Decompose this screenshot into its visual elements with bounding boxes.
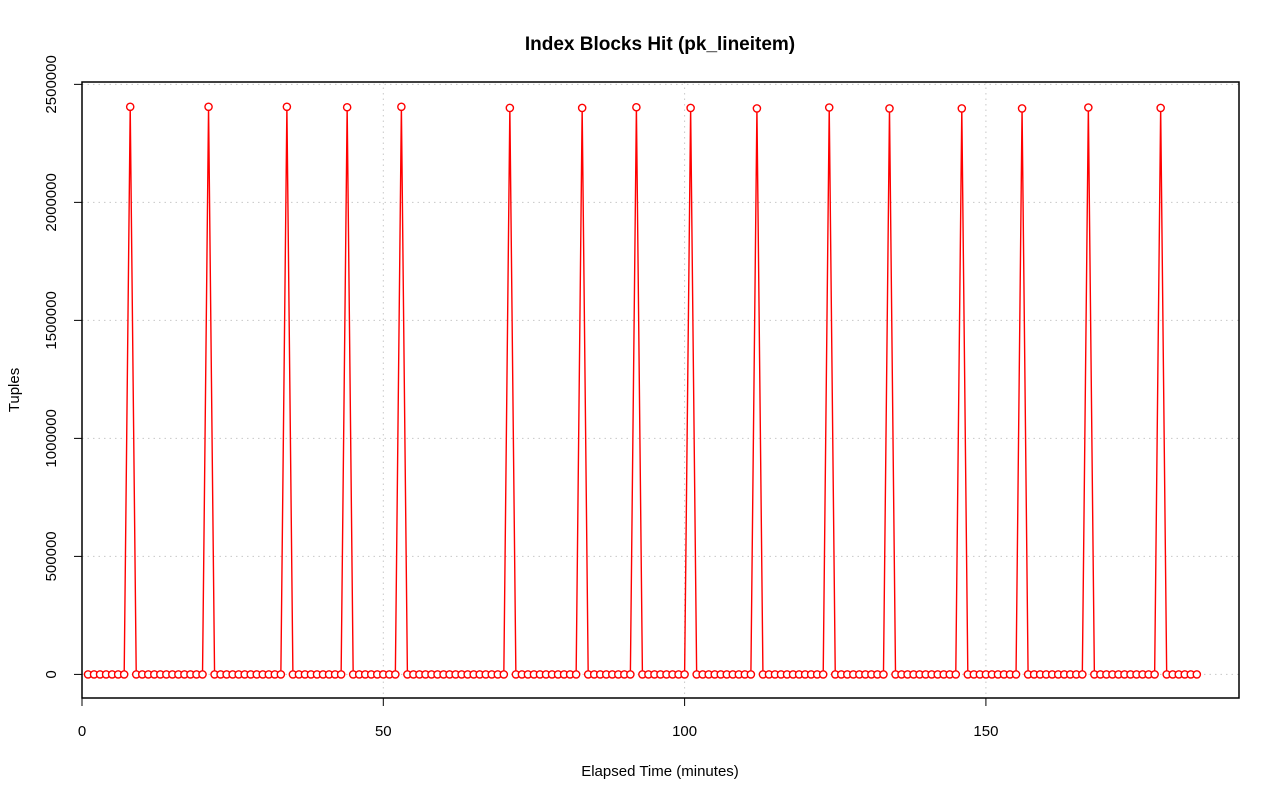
x-tick-label: 50 bbox=[375, 723, 392, 740]
data-point bbox=[680, 670, 689, 679]
data-point bbox=[686, 103, 695, 113]
data-point bbox=[1150, 670, 1159, 679]
data-point bbox=[1017, 104, 1027, 113]
y-tick-label: 2000000 bbox=[43, 173, 60, 231]
data-point bbox=[125, 102, 135, 112]
data-point bbox=[282, 102, 292, 112]
data-point bbox=[1078, 670, 1087, 679]
y-tick-label: 2500000 bbox=[43, 55, 60, 113]
data-point bbox=[276, 670, 286, 679]
x-tick-label: 150 bbox=[973, 723, 998, 740]
data-point bbox=[879, 670, 888, 679]
data-point bbox=[824, 103, 834, 112]
data-point bbox=[746, 670, 756, 679]
data-point bbox=[119, 670, 129, 679]
data-point bbox=[1192, 670, 1202, 679]
data-point bbox=[499, 670, 509, 679]
data-point bbox=[198, 670, 207, 679]
data-point bbox=[1011, 670, 1021, 679]
data-point bbox=[885, 104, 894, 113]
y-tick-label: 0 bbox=[43, 670, 60, 678]
data-point bbox=[505, 103, 515, 113]
y-tick-label: 1000000 bbox=[43, 409, 60, 467]
data-point bbox=[571, 670, 581, 679]
y-tick-label: 1500000 bbox=[43, 291, 60, 349]
data-point bbox=[342, 102, 352, 112]
x-axis-label: Elapsed Time (minutes) bbox=[581, 763, 739, 780]
data-point bbox=[957, 104, 967, 113]
y-tick-label: 500000 bbox=[43, 531, 60, 581]
data-point bbox=[391, 670, 400, 679]
data-point bbox=[1156, 103, 1165, 113]
data-point bbox=[818, 670, 828, 679]
data-point bbox=[632, 102, 641, 112]
data-point bbox=[336, 670, 346, 679]
data-point bbox=[1084, 103, 1093, 112]
x-tick-label: 0 bbox=[78, 723, 86, 740]
axes: 0 50 100 150 0 500000 1000000 1500000 2000000 250… bbox=[43, 55, 998, 740]
plot-frame bbox=[81, 81, 1240, 699]
data-point bbox=[752, 104, 762, 113]
data-point bbox=[204, 102, 213, 112]
chart-title: Index Blocks Hit (pk_lineitem) bbox=[525, 34, 795, 55]
data-point bbox=[397, 102, 406, 112]
data-point bbox=[626, 670, 635, 679]
y-axis-label: Tuples bbox=[6, 368, 23, 412]
data-point bbox=[951, 670, 961, 679]
series-area bbox=[83, 102, 1202, 679]
x-tick-label: 100 bbox=[672, 723, 697, 740]
data-point bbox=[577, 103, 587, 113]
